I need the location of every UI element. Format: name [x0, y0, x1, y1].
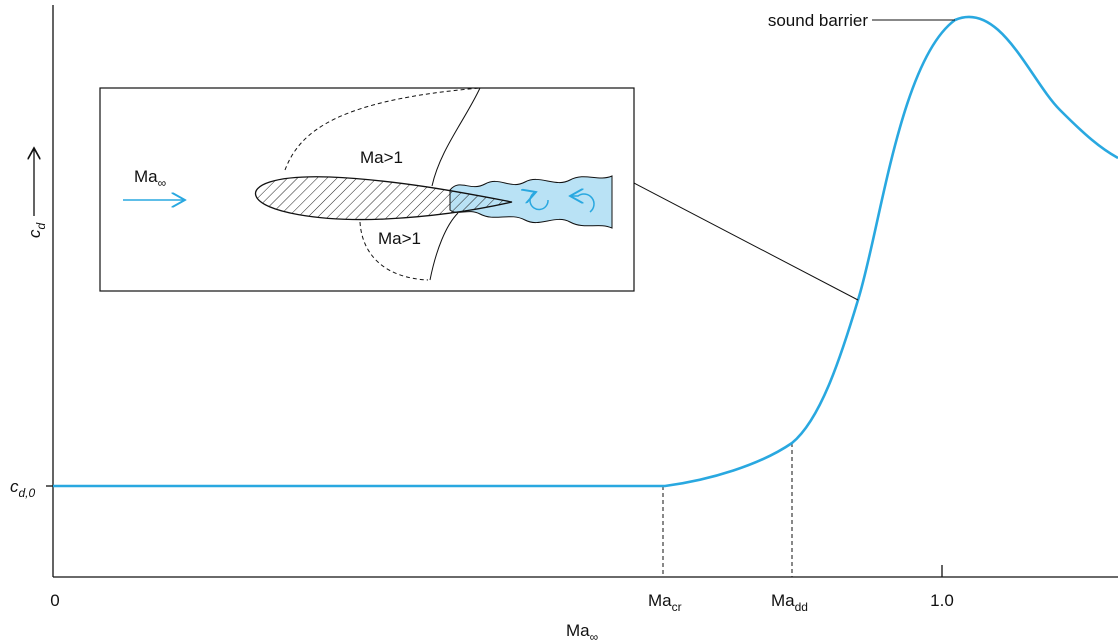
- y-tick-label: cd,0: [10, 477, 36, 500]
- inset-leader: [633, 182, 859, 301]
- label-sub: d: [34, 223, 48, 230]
- region-label: Ma>1: [378, 229, 421, 248]
- label-sub: d,0: [19, 486, 36, 500]
- region-label: Ma>1: [360, 148, 403, 167]
- x-tick-label: Macr: [648, 591, 682, 614]
- x-tick-label: 0: [50, 591, 59, 610]
- label-sub: dd: [795, 600, 808, 614]
- x-tick-label: Madd: [771, 591, 808, 614]
- x-tick-label: 1.0: [930, 591, 954, 610]
- label-base: Ma: [566, 621, 590, 640]
- label-base: c: [10, 477, 19, 496]
- label-base: Ma: [648, 591, 672, 610]
- label-base: Ma: [771, 591, 795, 610]
- airfoil: [254, 176, 513, 221]
- label-sub: cr: [672, 600, 682, 614]
- x-axis-label: Ma∞: [566, 621, 598, 642]
- label-base: c: [25, 229, 44, 238]
- shock: [431, 87, 481, 187]
- y-label-text: cd: [25, 223, 48, 239]
- vortex: [570, 194, 595, 213]
- label-base: Ma: [134, 167, 158, 186]
- y-axis-label: cd: [25, 148, 48, 238]
- sonic-line: [284, 87, 481, 171]
- shock: [429, 212, 459, 281]
- flow-label: Ma∞: [134, 167, 166, 190]
- sonic-line: [359, 221, 429, 281]
- vortex: [530, 192, 549, 211]
- annotation: sound barrier: [768, 11, 869, 30]
- label-sub: ∞: [590, 630, 599, 642]
- drag-curve: [53, 15, 1118, 488]
- label-sub: ∞: [158, 176, 167, 190]
